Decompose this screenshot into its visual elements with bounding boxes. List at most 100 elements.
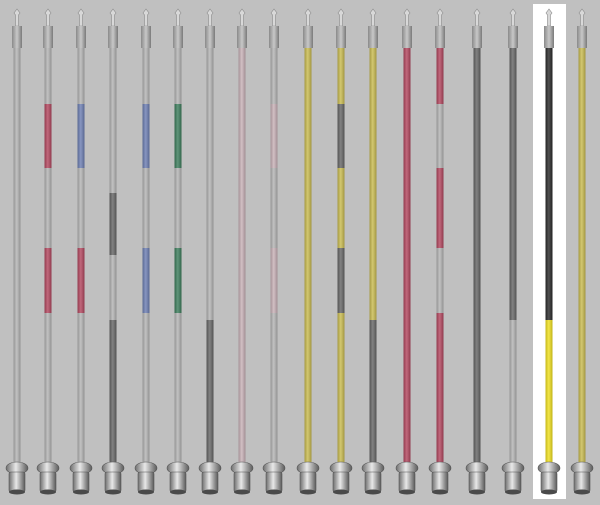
pole-cap bbox=[269, 26, 279, 48]
pole-shading bbox=[44, 48, 52, 462]
pole-tip bbox=[473, 8, 481, 27]
pole[interactable] bbox=[69, 8, 93, 495]
pole[interactable] bbox=[296, 8, 320, 495]
pole-base bbox=[265, 471, 283, 493]
pole-base-foot bbox=[73, 489, 89, 495]
pole-base-foot bbox=[574, 489, 590, 495]
pole-cap bbox=[336, 26, 346, 48]
pole-base-foot bbox=[105, 489, 121, 495]
pole-base-foot bbox=[170, 489, 186, 495]
pole-tip bbox=[304, 8, 312, 27]
pole-cap bbox=[108, 26, 118, 48]
pole-cap bbox=[402, 26, 412, 48]
pole[interactable] bbox=[198, 8, 222, 495]
pole-tip bbox=[509, 8, 517, 27]
pole-shading bbox=[473, 48, 481, 462]
pole-tip bbox=[238, 8, 246, 27]
pole-cap bbox=[141, 26, 151, 48]
pole-tip bbox=[109, 8, 117, 27]
pole-base-foot bbox=[365, 489, 381, 495]
pole-base-foot bbox=[333, 489, 349, 495]
pole-tip bbox=[403, 8, 411, 27]
pole-tip bbox=[206, 8, 214, 27]
pole-shading bbox=[578, 48, 586, 462]
pole-base-foot bbox=[300, 489, 316, 495]
pole-base bbox=[540, 471, 558, 493]
pole-cap bbox=[43, 26, 53, 48]
pole-shading bbox=[369, 48, 377, 462]
pole-base bbox=[332, 471, 350, 493]
pole-base-foot bbox=[9, 489, 25, 495]
pole-shading bbox=[77, 48, 85, 462]
pole[interactable] bbox=[570, 8, 594, 495]
pole-base-foot bbox=[234, 489, 250, 495]
pole-tip bbox=[369, 8, 377, 27]
pole-tip bbox=[13, 8, 21, 27]
pole-base-foot bbox=[541, 489, 557, 495]
pole-cap bbox=[12, 26, 22, 48]
pole-base-foot bbox=[40, 489, 56, 495]
pole-shading bbox=[174, 48, 182, 462]
pole-base bbox=[233, 471, 251, 493]
pole-base bbox=[573, 471, 591, 493]
pole[interactable] bbox=[329, 8, 353, 495]
pole[interactable] bbox=[501, 8, 525, 495]
pole-base bbox=[299, 471, 317, 493]
pole-cap bbox=[237, 26, 247, 48]
pole-shading bbox=[436, 48, 444, 462]
pole-shading bbox=[238, 48, 246, 462]
pole-shading bbox=[270, 48, 278, 462]
pole-base-foot bbox=[202, 489, 218, 495]
pole-cap bbox=[76, 26, 86, 48]
pole-cap bbox=[472, 26, 482, 48]
pole-base-foot bbox=[399, 489, 415, 495]
pole-shading bbox=[403, 48, 411, 462]
pole-cap bbox=[368, 26, 378, 48]
pole[interactable] bbox=[395, 8, 419, 495]
pole-tip bbox=[174, 8, 182, 27]
pole-cap bbox=[205, 26, 215, 48]
pole-base-foot bbox=[469, 489, 485, 495]
pole-base bbox=[137, 471, 155, 493]
pole[interactable] bbox=[465, 8, 489, 495]
pole-shading bbox=[304, 48, 312, 462]
pole-tip bbox=[337, 8, 345, 27]
pole-cap bbox=[508, 26, 518, 48]
pole-base bbox=[8, 471, 26, 493]
pole-shading bbox=[337, 48, 345, 462]
pole[interactable] bbox=[262, 8, 286, 495]
pole-shading bbox=[142, 48, 150, 462]
pole[interactable] bbox=[5, 8, 29, 495]
pole-base bbox=[104, 471, 122, 493]
pole[interactable] bbox=[361, 8, 385, 495]
pole-shading bbox=[206, 48, 214, 462]
pole-base-foot bbox=[505, 489, 521, 495]
pole-base-foot bbox=[138, 489, 154, 495]
pole[interactable] bbox=[428, 8, 452, 495]
pole-tip bbox=[142, 8, 150, 27]
pole-cap bbox=[435, 26, 445, 48]
pole-base bbox=[364, 471, 382, 493]
pole-base bbox=[39, 471, 57, 493]
pole[interactable] bbox=[101, 8, 125, 495]
pole-shading bbox=[545, 48, 553, 462]
pole-tip bbox=[436, 8, 444, 27]
pole-base-foot bbox=[266, 489, 282, 495]
pole-cap bbox=[577, 26, 587, 48]
pole[interactable] bbox=[134, 8, 158, 495]
pole-base bbox=[72, 471, 90, 493]
pole[interactable] bbox=[533, 4, 566, 499]
pole[interactable] bbox=[166, 8, 190, 495]
pole-shading bbox=[109, 48, 117, 462]
pole[interactable] bbox=[36, 8, 60, 495]
pole-base bbox=[504, 471, 522, 493]
pole-cap bbox=[544, 26, 554, 48]
pole-tip bbox=[44, 8, 52, 27]
pole-tip bbox=[77, 8, 85, 27]
pole-base bbox=[201, 471, 219, 493]
pole-base bbox=[431, 471, 449, 493]
pole[interactable] bbox=[230, 8, 254, 495]
pole-cap bbox=[303, 26, 313, 48]
pole-cap bbox=[173, 26, 183, 48]
